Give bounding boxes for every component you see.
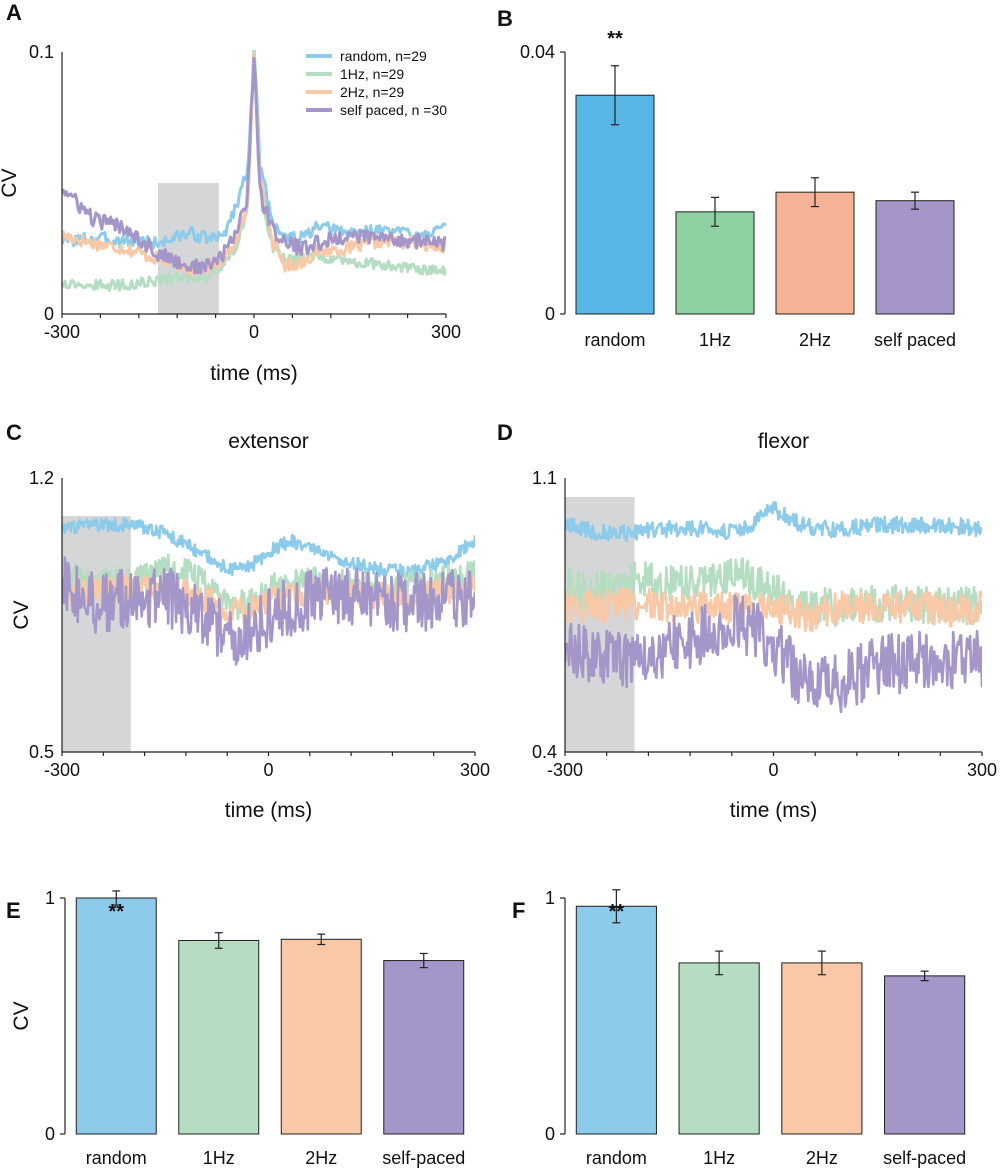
category-label: self-paced <box>382 1148 465 1168</box>
x-tick-label: -300 <box>44 760 80 780</box>
category-label: 1Hz <box>203 1148 235 1168</box>
x-tick-label: 0 <box>249 322 259 342</box>
y-axis-label: CV <box>0 168 21 197</box>
y-tick-label: 1 <box>545 888 555 908</box>
bar-self-paced <box>383 960 465 1135</box>
legend-entry: 1Hz, n=29 <box>340 66 404 82</box>
bar-2hz <box>781 962 863 1135</box>
series-line-self-paced <box>62 56 446 275</box>
x-tick-label: 300 <box>967 760 997 780</box>
significance-marker: ** <box>108 901 124 923</box>
bar-1hz <box>678 962 760 1135</box>
y-axis-label: CV <box>10 600 33 629</box>
legend-entry: random, n=29 <box>340 48 427 64</box>
category-label: 2Hz <box>305 1148 337 1168</box>
panel-label-f: F <box>512 898 525 923</box>
y-tick-label: 0 <box>44 304 54 324</box>
bar-2hz <box>775 191 855 315</box>
category-label: 1Hz <box>699 330 731 350</box>
x-tick-label: 300 <box>431 322 461 342</box>
y-tick-label: 1.1 <box>532 468 557 488</box>
series-line-self-paced <box>565 593 982 714</box>
legend <box>306 54 332 112</box>
panel-title: flexor <box>758 430 809 453</box>
bar-self-paced <box>875 200 955 315</box>
y-tick-label: 1 <box>45 888 55 908</box>
y-tick-label: 0.4 <box>532 742 557 762</box>
panel-title: extensor <box>228 430 309 453</box>
series-line-random <box>565 501 982 543</box>
x-tick-label: 300 <box>460 760 490 780</box>
y-tick-label: 0.1 <box>29 42 54 62</box>
y-tick-label: 0.5 <box>29 742 54 762</box>
y-tick-label: 0.04 <box>520 42 555 62</box>
panel-c <box>61 478 476 756</box>
x-tick-label: -300 <box>44 322 80 342</box>
y-tick-label: 0 <box>45 1124 55 1144</box>
category-label: 1Hz <box>703 1148 735 1168</box>
panel-label-b: B <box>497 6 513 31</box>
shaded-window <box>62 516 131 752</box>
category-label: 2Hz <box>806 1148 838 1168</box>
x-tick-label: -300 <box>547 760 583 780</box>
bar-random <box>575 905 657 1135</box>
category-label: random <box>584 330 645 350</box>
panel-f <box>560 889 966 1135</box>
shaded-window <box>565 497 635 752</box>
category-label: self-paced <box>883 1148 966 1168</box>
panel-e <box>60 890 465 1135</box>
bar-random <box>575 94 655 315</box>
panel-label-e: E <box>6 898 21 923</box>
significance-marker: ** <box>607 28 623 50</box>
x-tick-label: 0 <box>768 760 778 780</box>
y-tick-label: 0 <box>545 1124 555 1144</box>
panel-b <box>560 51 955 315</box>
shaded-window <box>158 183 219 314</box>
series-line-self-paced <box>62 556 475 666</box>
y-tick-label: 1.2 <box>29 468 54 488</box>
significance-marker: ** <box>609 901 625 923</box>
bar-random <box>75 897 157 1135</box>
category-label: self paced <box>874 330 956 350</box>
category-label: random <box>586 1148 647 1168</box>
bar-self-paced <box>884 975 966 1135</box>
category-label: 2Hz <box>799 330 831 350</box>
legend-entry: self paced, n =30 <box>340 102 447 118</box>
category-label: random <box>86 1148 147 1168</box>
panel-label-a: A <box>6 0 22 25</box>
bar-2hz <box>280 938 362 1135</box>
x-tick-label: 0 <box>263 760 273 780</box>
panel-a <box>61 50 447 318</box>
x-axis-label: time (ms) <box>730 799 818 822</box>
panel-d <box>564 478 983 756</box>
y-axis-label: CV <box>10 1001 33 1030</box>
x-axis-label: time (ms) <box>225 799 313 822</box>
panel-label-c: C <box>6 420 22 445</box>
series-line-2hz <box>565 586 982 633</box>
bar-1hz <box>675 211 755 315</box>
y-tick-label: 0 <box>545 304 555 324</box>
series-line-1hz <box>62 50 446 292</box>
legend-entry: 2Hz, n=29 <box>340 84 404 100</box>
bar-1hz <box>178 939 260 1135</box>
series-line-2hz <box>62 52 446 276</box>
x-axis-label: time (ms) <box>210 362 298 385</box>
panel-label-d: D <box>497 420 513 445</box>
